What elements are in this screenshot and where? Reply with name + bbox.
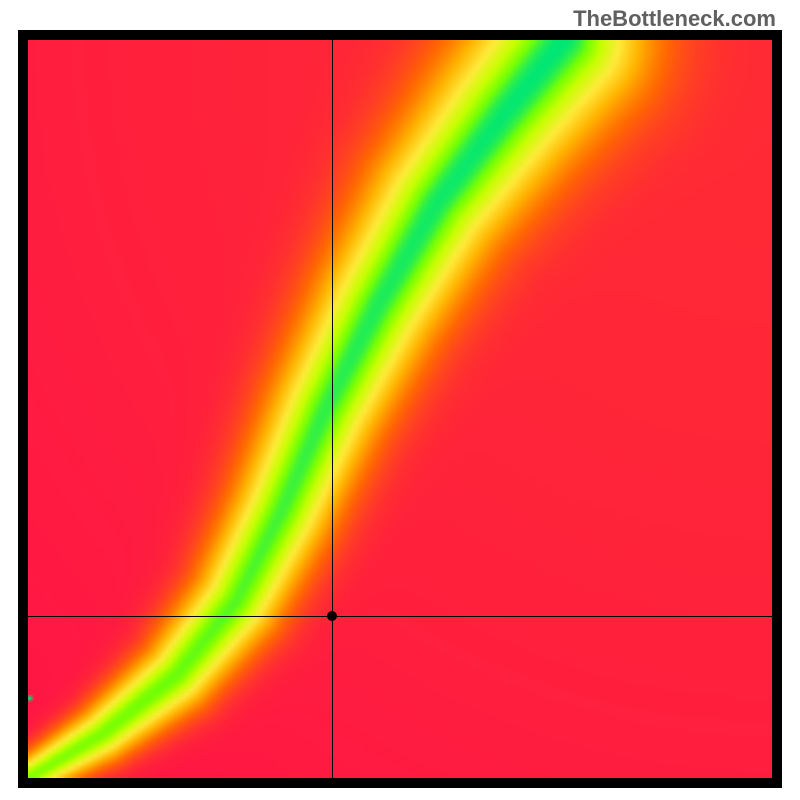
watermark-text: TheBottleneck.com xyxy=(573,6,776,32)
plot-frame xyxy=(18,30,782,788)
plot-area xyxy=(28,40,772,778)
heatmap-canvas xyxy=(28,40,772,778)
crosshair-horizontal xyxy=(28,616,772,617)
crosshair-vertical xyxy=(332,40,333,778)
chart-container: TheBottleneck.com xyxy=(0,0,800,800)
crosshair-marker xyxy=(327,611,337,621)
